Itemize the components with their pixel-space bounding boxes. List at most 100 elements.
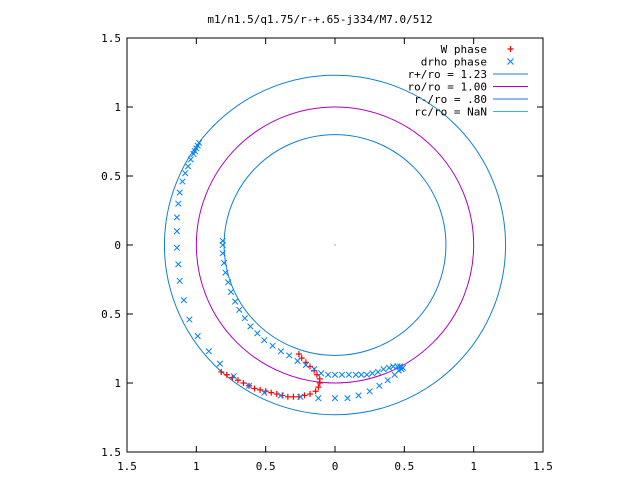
w-phase-point [301,392,308,399]
w-phase-point [279,392,286,399]
x-tick-label: 1.5 [533,460,553,473]
drho-phase-point [317,370,325,377]
chart-title: m1/n1.5/q1.75/r-+.65-j334/M7.0/512 [207,13,432,26]
drho-phase-point [331,371,339,378]
drho-phase-point [376,382,383,389]
drho-phase-point [176,277,183,285]
x-tick-labels: 1.5 1 0.5 0 0.5 1 1.5 [117,460,553,473]
radius-circles [163,74,507,416]
y-tick-label: 1.5 [101,446,121,459]
w-phase-point [313,371,320,378]
radius-circle [195,106,475,384]
drho-phase-point [315,395,322,402]
drho-phase-point [205,348,212,355]
w-phase-point [240,380,247,386]
drho-phase-point [344,395,351,402]
y-tick-label: 0.5 [101,308,121,321]
drho-phase-point [230,372,237,380]
drho-phase-point [254,330,261,337]
drho-phase-point [358,371,365,378]
w-phase-point [234,377,241,384]
legend-label: rc/ro = NaN [414,106,487,119]
drho-phase-point [397,363,404,370]
drho-phase-point [236,306,243,314]
y-tick-label: 0 [114,239,121,252]
drho-phase-point [173,244,181,251]
drho-phase-point [173,214,181,221]
drho-phase-point [385,364,393,371]
axis-ticks [126,37,544,453]
w-phase-point [295,393,302,400]
drho-phase-point [175,261,182,268]
x-tick-label: 0.5 [394,460,414,473]
y-tick-label: 1 [114,101,121,114]
drho-phase-point [179,178,186,185]
drho-phase-point [302,361,310,369]
drho-phase-point [261,337,268,344]
drho-phase-point [311,366,318,373]
w-phase-point [223,371,230,378]
radius-circle [223,134,447,356]
drho-phase-point [219,250,226,257]
w-phase-point [268,389,275,396]
drho-phase-point [297,393,304,400]
drho-phase-point [182,170,189,177]
legend-label: ro/ro = 1.00 [408,81,487,94]
drho-phase-point [222,269,229,276]
drho-phase-point [245,382,253,389]
x-tick-label: 0 [332,460,339,473]
y-tick-label: 1 [114,377,121,390]
w-phase-point [295,351,302,358]
drho-phase-point [180,297,188,304]
w-phase-point [290,393,297,400]
y-tick-label: 1.5 [101,32,121,45]
w-phase-point [311,367,318,374]
w-phase-point [273,391,280,398]
drho-phase-point [187,156,194,163]
drho-phase-point [384,377,391,384]
x-tick-label: 1 [470,460,477,473]
legend-label: r-/ro = .80 [414,93,487,106]
drho-phase-point [369,370,376,377]
drho-phase-point [355,392,362,399]
drho-phase-point [173,228,181,235]
drho-phase-point [294,357,301,365]
drho-phase-point [241,314,249,322]
legend-label: drho phase [421,56,487,69]
drho-phase-point [220,259,228,267]
x-tick-label: 0.5 [256,460,276,473]
drho-phase-point [175,200,182,207]
drho-phase-point [186,316,193,323]
drho-phase-point [338,371,346,378]
w-phase-point [218,368,225,375]
drho-phase-point [366,388,373,395]
x-tick-label: 1.5 [117,460,137,473]
w-phase-point [251,385,258,392]
drho-phase-point [380,366,387,373]
drho-phase-point [352,371,359,378]
drho-phase-point [277,392,285,399]
drho-phase-point [247,323,254,330]
w-phase-point [315,384,322,391]
drho-phase-point [216,360,224,367]
center-dot [334,244,336,246]
legend-marker-cross [507,58,514,65]
legend-label: r+/ro = 1.23 [408,68,487,81]
drho-phase-point [345,371,353,378]
data-points [173,139,407,402]
w-phase-point [316,375,323,382]
drho-phase-point [176,189,183,196]
drho-phase-point [184,163,192,170]
drho-phase-point [232,298,239,305]
legend-marker-plus [507,46,514,52]
drho-phase-point [219,237,226,245]
drho-phase-point [390,363,397,370]
drho-phase-point [277,348,285,355]
w-phase-point [284,393,291,400]
radius-circle [163,74,507,416]
drho-phase-point [194,332,201,340]
drho-phase-point [225,279,232,286]
